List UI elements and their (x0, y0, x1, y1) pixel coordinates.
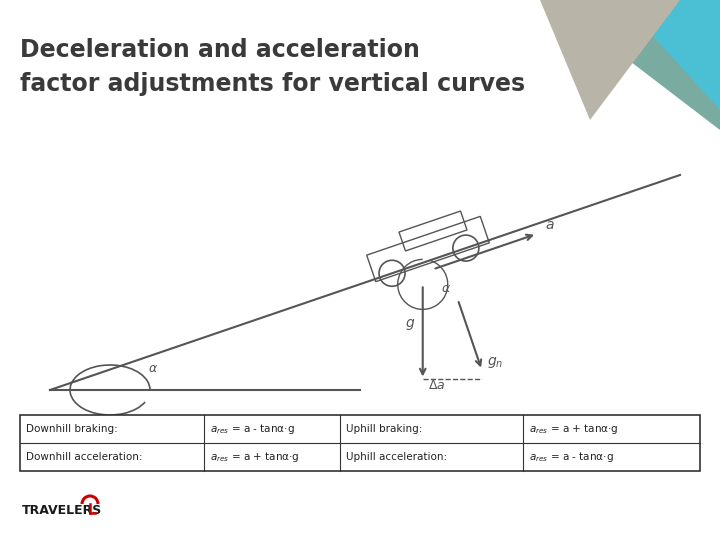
Text: $a_{res}$ = a - tanα·g: $a_{res}$ = a - tanα·g (529, 450, 614, 464)
Text: $\alpha$: $\alpha$ (441, 282, 451, 295)
Text: $g$: $g$ (405, 317, 415, 332)
Bar (20, 415, 700, 471)
Text: Downhill acceleration:: Downhill acceleration: (26, 452, 143, 462)
Text: Uphill braking:: Uphill braking: (346, 424, 422, 434)
Polygon shape (620, 0, 720, 110)
Text: Deceleration and acceleration: Deceleration and acceleration (20, 38, 420, 62)
Text: Uphill acceleration:: Uphill acceleration: (346, 452, 446, 462)
Text: $a_{res}$ = a - tanα·g: $a_{res}$ = a - tanα·g (210, 422, 294, 436)
Text: TRAVELERS: TRAVELERS (22, 503, 102, 516)
Text: $\Delta a$: $\Delta a$ (428, 380, 445, 393)
Text: Downhill braking:: Downhill braking: (26, 424, 118, 434)
Text: $a$: $a$ (545, 218, 554, 232)
Text: $a_{res}$ = a + tanα·g: $a_{res}$ = a + tanα·g (529, 422, 619, 436)
Polygon shape (540, 0, 680, 120)
Text: $a_{res}$ = a + tanα·g: $a_{res}$ = a + tanα·g (210, 450, 300, 464)
Text: factor adjustments for vertical curves: factor adjustments for vertical curves (20, 72, 525, 96)
Polygon shape (430, 0, 720, 130)
Text: $g_n$: $g_n$ (487, 355, 503, 370)
Text: $\alpha$: $\alpha$ (148, 362, 158, 375)
